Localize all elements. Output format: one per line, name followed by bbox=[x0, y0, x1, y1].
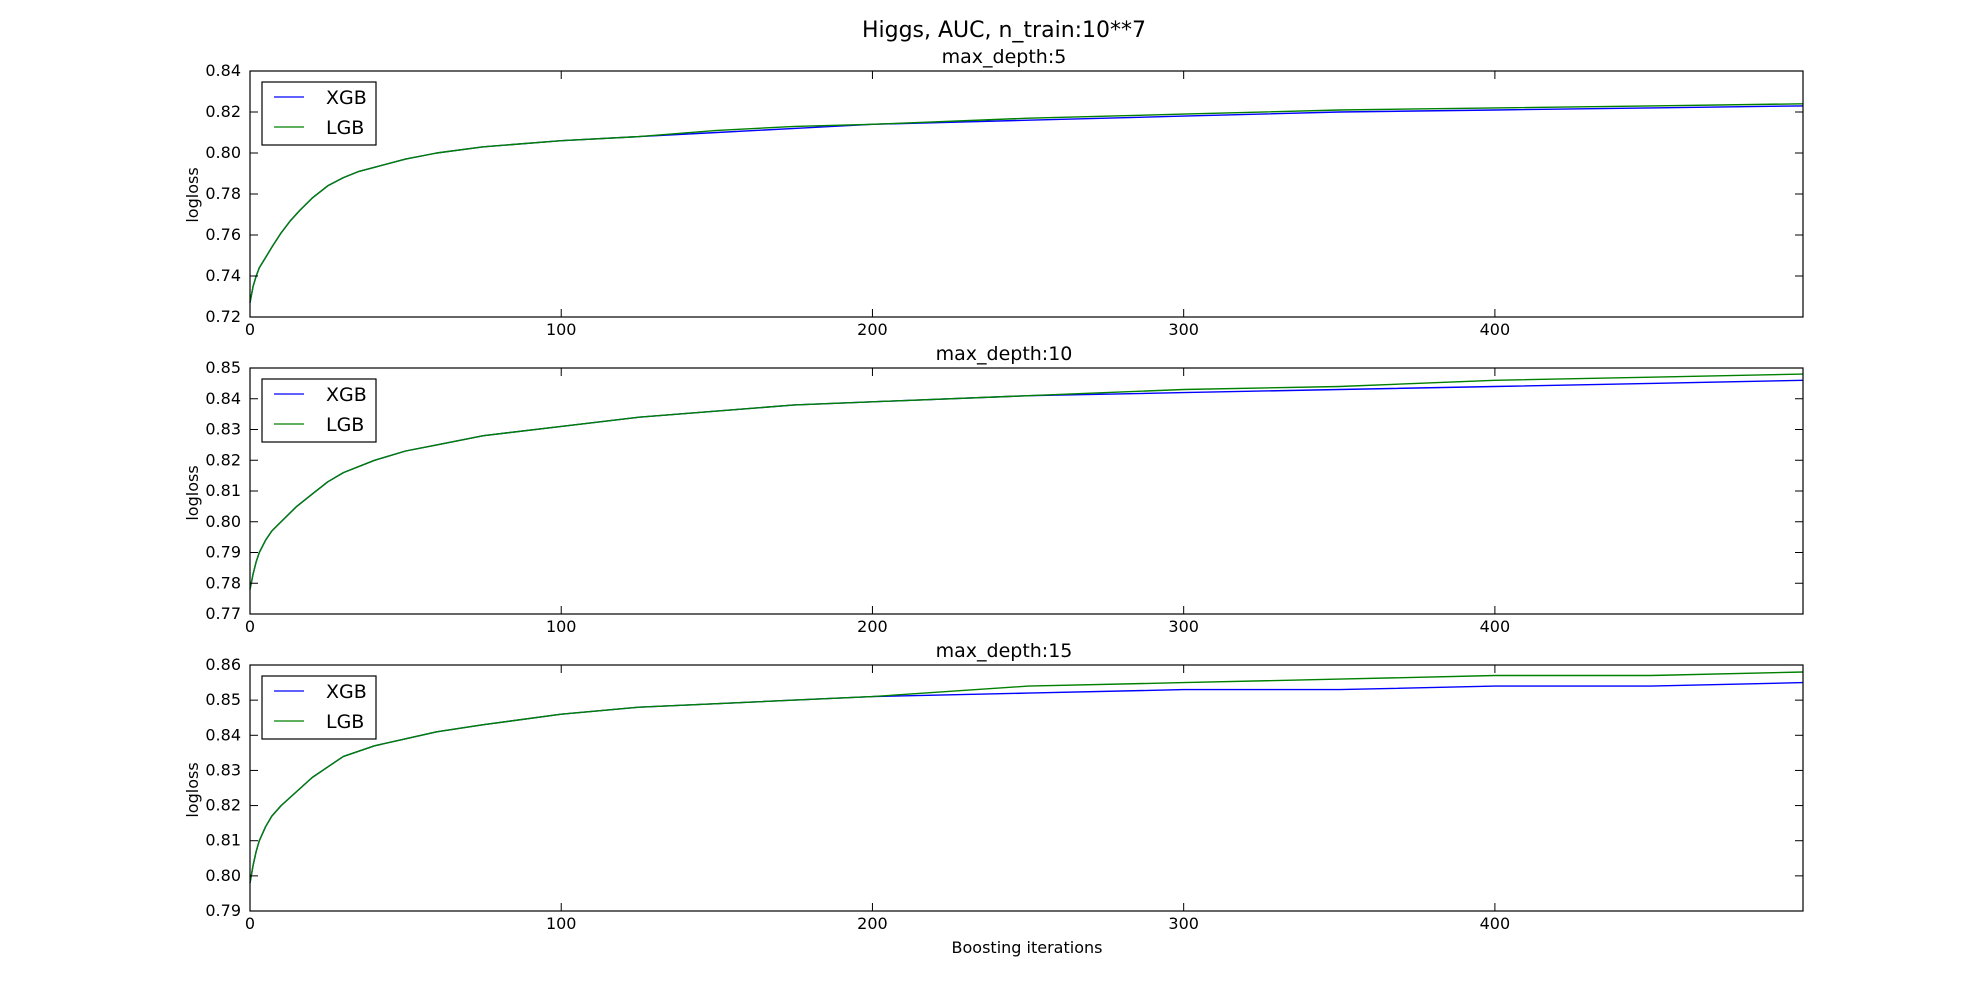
x-tick-label: 300 bbox=[1168, 914, 1199, 933]
y-tick-label: 0.83 bbox=[205, 760, 241, 779]
legend-label-lgb: LGB bbox=[326, 117, 364, 139]
x-tick-label: 0 bbox=[245, 320, 255, 339]
series-line-lgb bbox=[249, 373, 1804, 590]
y-tick-label: 0.80 bbox=[205, 143, 241, 162]
figure-title: Higgs, AUC, n_train:10**7 bbox=[862, 18, 1146, 43]
y-axis-label: logloss bbox=[183, 167, 202, 222]
y-axis-label: logloss bbox=[183, 465, 202, 520]
series-line-lgb bbox=[249, 671, 1804, 884]
legend-box bbox=[261, 675, 377, 740]
axes-frame bbox=[249, 664, 1804, 912]
x-tick-label: 200 bbox=[857, 914, 888, 933]
y-tick-label: 0.81 bbox=[205, 481, 241, 500]
legend-box bbox=[261, 378, 377, 443]
x-tick-label: 300 bbox=[1168, 617, 1199, 636]
y-tick-label: 0.84 bbox=[205, 61, 241, 80]
legend-label-xgb: XGB bbox=[326, 681, 367, 703]
legend-label-lgb: LGB bbox=[326, 711, 364, 733]
y-tick-label: 0.78 bbox=[205, 184, 241, 203]
x-axis-label: Boosting iterations bbox=[952, 938, 1103, 957]
x-tick-label: 100 bbox=[546, 320, 577, 339]
legend-label-xgb: XGB bbox=[326, 384, 367, 406]
legend: XGB LGB bbox=[261, 81, 377, 146]
legend-label-lgb: LGB bbox=[326, 414, 364, 436]
y-tick-label: 0.74 bbox=[205, 266, 241, 285]
legend-box bbox=[261, 81, 377, 146]
plot-area: 0 100 200 300 400 0.77 0.78 0.79 0.80 0.81 0.82 0.8… bbox=[205, 358, 1804, 636]
y-axis-label: logloss bbox=[183, 762, 202, 817]
legend: XGB LGB bbox=[261, 378, 377, 443]
y-tick-label: 0.80 bbox=[205, 512, 241, 531]
y-tick-label: 0.85 bbox=[205, 358, 241, 377]
x-tick-label: 100 bbox=[546, 914, 577, 933]
x-tick-label: 300 bbox=[1168, 320, 1199, 339]
y-tick-label: 0.80 bbox=[205, 866, 241, 885]
x-tick-label: 0 bbox=[245, 914, 255, 933]
series-line-lgb bbox=[249, 103, 1804, 303]
y-tick-label: 0.84 bbox=[205, 389, 241, 408]
subplot-3: max_depth:15 logloss 0 100 200 300 400 0.79 0.… bbox=[183, 640, 1804, 957]
y-tick-label: 0.78 bbox=[205, 573, 241, 592]
y-tick-label: 0.82 bbox=[205, 102, 241, 121]
x-tick-label: 200 bbox=[857, 320, 888, 339]
subplot-title: max_depth:15 bbox=[936, 640, 1073, 662]
y-tick-label: 0.83 bbox=[205, 420, 241, 439]
y-tick-label: 0.81 bbox=[205, 831, 241, 850]
y-tick-label: 0.85 bbox=[205, 690, 241, 709]
y-tick-label: 0.82 bbox=[205, 450, 241, 469]
x-tick-label: 400 bbox=[1480, 320, 1511, 339]
y-tick-label: 0.72 bbox=[205, 307, 241, 326]
x-tick-label: 400 bbox=[1480, 617, 1511, 636]
subplot-1: max_depth:5 logloss 0 100 200 300 400 0.72 0.7… bbox=[183, 46, 1804, 339]
x-tick-label: 100 bbox=[546, 617, 577, 636]
subplot-title: max_depth:5 bbox=[942, 46, 1067, 68]
y-tick-label: 0.79 bbox=[205, 543, 241, 562]
legend: XGB LGB bbox=[261, 675, 377, 740]
y-tick-label: 0.86 bbox=[205, 655, 241, 674]
y-tick-label: 0.82 bbox=[205, 796, 241, 815]
y-tick-label: 0.76 bbox=[205, 225, 241, 244]
plot-area: 0 100 200 300 400 0.72 0.74 0.76 0.78 0.80 0.82 0.8… bbox=[205, 61, 1804, 339]
y-tick-label: 0.77 bbox=[205, 604, 241, 623]
y-tick-label: 0.84 bbox=[205, 725, 241, 744]
subplot-title: max_depth:10 bbox=[936, 343, 1073, 365]
y-tick-label: 0.79 bbox=[205, 901, 241, 920]
x-tick-label: 400 bbox=[1480, 914, 1511, 933]
x-tick-label: 0 bbox=[245, 617, 255, 636]
legend-label-xgb: XGB bbox=[326, 87, 367, 109]
x-tick-label: 200 bbox=[857, 617, 888, 636]
subplot-2: max_depth:10 logloss 0 100 200 300 400 0.77 0.… bbox=[183, 343, 1804, 636]
plot-area: 0 100 200 300 400 0.79 0.80 0.81 0.82 0.83 0.84 0.8… bbox=[205, 655, 1804, 933]
